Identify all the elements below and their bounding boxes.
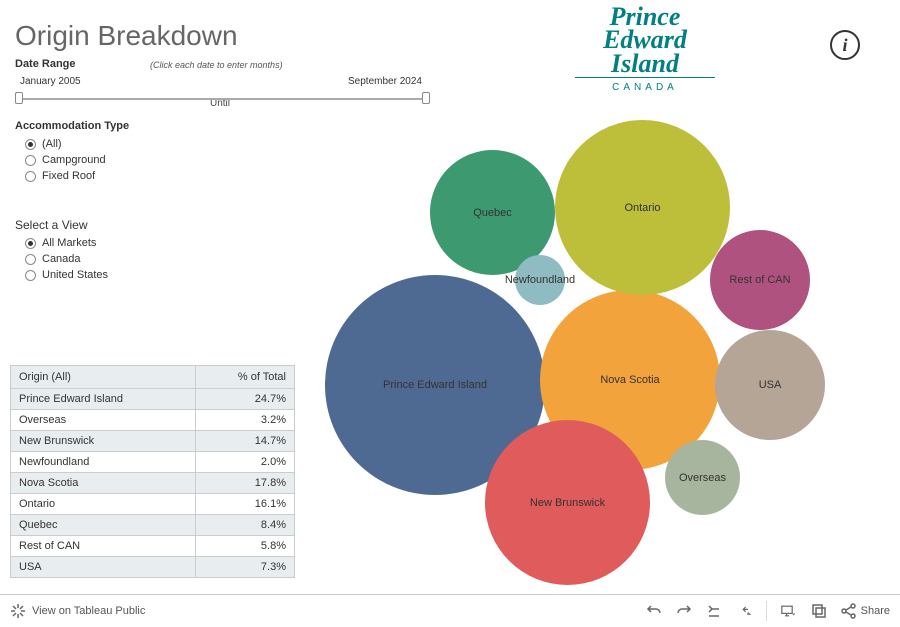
accommodation-radio-2[interactable] xyxy=(25,171,36,182)
table-header-origin: Origin (All) xyxy=(11,366,196,389)
undo-icon[interactable] xyxy=(646,603,662,619)
bubble-usa[interactable]: USA xyxy=(715,330,825,440)
bubble-new-brunswick[interactable]: New Brunswick xyxy=(485,420,650,585)
table-row[interactable]: Newfoundland2.0% xyxy=(11,452,295,473)
present-icon[interactable] xyxy=(781,603,797,619)
bubble-ontario[interactable]: Ontario xyxy=(555,120,730,295)
separator xyxy=(766,601,767,621)
table-cell-origin: Nova Scotia xyxy=(11,473,196,494)
view-radio-1[interactable] xyxy=(25,254,36,265)
table-cell-pct: 5.8% xyxy=(195,536,294,557)
accommodation-option-1[interactable]: Campground xyxy=(25,154,106,166)
date-range-label: Date Range xyxy=(15,58,76,70)
table-row[interactable]: USA7.3% xyxy=(11,557,295,578)
accommodation-radio-1[interactable] xyxy=(25,155,36,166)
table-cell-origin: Quebec xyxy=(11,515,196,536)
table-cell-origin: New Brunswick xyxy=(11,431,196,452)
refresh-icon[interactable] xyxy=(736,603,752,619)
table-row[interactable]: New Brunswick14.7% xyxy=(11,431,295,452)
view-radio-0[interactable] xyxy=(25,238,36,249)
table-cell-origin: USA xyxy=(11,557,196,578)
redo-icon[interactable] xyxy=(676,603,692,619)
download-icon[interactable] xyxy=(811,603,827,619)
table-cell-origin: Ontario xyxy=(11,494,196,515)
view-tableau-label: View on Tableau Public xyxy=(32,605,145,617)
table-row[interactable]: Prince Edward Island24.7% xyxy=(11,389,295,410)
slider-handle-start[interactable] xyxy=(15,92,23,104)
table-row[interactable]: Nova Scotia17.8% xyxy=(11,473,295,494)
table-cell-pct: 3.2% xyxy=(195,410,294,431)
view-option-2[interactable]: United States xyxy=(25,269,108,281)
view-label-1: Canada xyxy=(42,253,81,265)
table-header-pct: % of Total xyxy=(195,366,294,389)
tableau-icon xyxy=(10,603,26,619)
table-row[interactable]: Overseas3.2% xyxy=(11,410,295,431)
table-cell-pct: 24.7% xyxy=(195,389,294,410)
accommodation-label: Accommodation Type xyxy=(15,120,129,132)
info-icon[interactable]: i xyxy=(830,30,860,60)
table-row[interactable]: Quebec8.4% xyxy=(11,515,295,536)
view-label-2: United States xyxy=(42,269,108,281)
table-cell-pct: 14.7% xyxy=(195,431,294,452)
table-row[interactable]: Ontario16.1% xyxy=(11,494,295,515)
share-label: Share xyxy=(861,605,890,617)
view-option-1[interactable]: Canada xyxy=(25,253,108,265)
logo-line3: Island xyxy=(560,52,730,75)
accommodation-group: (All) Campground Fixed Roof xyxy=(25,138,106,186)
date-start[interactable]: January 2005 xyxy=(20,76,81,87)
share-icon xyxy=(841,603,857,619)
bubble-newfoundland[interactable]: Newfoundland xyxy=(515,255,565,305)
table-cell-pct: 17.8% xyxy=(195,473,294,494)
table-cell-pct: 8.4% xyxy=(195,515,294,536)
table-cell-pct: 16.1% xyxy=(195,494,294,515)
page-title: Origin Breakdown xyxy=(15,20,238,52)
view-radio-2[interactable] xyxy=(25,270,36,281)
accommodation-label-1: Campground xyxy=(42,154,106,166)
view-label: Select a View xyxy=(15,218,88,232)
logo-sub: CANADA xyxy=(560,82,730,93)
bubble-overseas[interactable]: Overseas xyxy=(665,440,740,515)
tableau-toolbar: View on Tableau Public Share xyxy=(0,594,900,627)
accommodation-option-0[interactable]: (All) xyxy=(25,138,106,150)
share-button[interactable]: Share xyxy=(841,603,890,619)
origin-table: Origin (All) % of Total Prince Edward Is… xyxy=(10,365,295,578)
table-cell-pct: 7.3% xyxy=(195,557,294,578)
pei-logo: Prince Edward Island CANADA xyxy=(560,5,730,93)
view-option-0[interactable]: All Markets xyxy=(25,237,108,249)
table-row[interactable]: Rest of CAN5.8% xyxy=(11,536,295,557)
date-range-hint: (Click each date to enter months) xyxy=(150,60,283,70)
accommodation-option-2[interactable]: Fixed Roof xyxy=(25,170,106,182)
date-end[interactable]: September 2024 xyxy=(348,76,422,87)
bubble-rest-of-can[interactable]: Rest of CAN xyxy=(710,230,810,330)
view-group: All Markets Canada United States xyxy=(25,237,108,285)
view-label-0: All Markets xyxy=(42,237,96,249)
accommodation-radio-0[interactable] xyxy=(25,139,36,150)
replay-icon[interactable] xyxy=(706,603,722,619)
table-cell-pct: 2.0% xyxy=(195,452,294,473)
view-tableau-public-button[interactable]: View on Tableau Public xyxy=(10,603,145,619)
table-cell-origin: Prince Edward Island xyxy=(11,389,196,410)
bubble-chart: Prince Edward IslandNova ScotiaOntarioNe… xyxy=(320,100,880,580)
table-cell-origin: Rest of CAN xyxy=(11,536,196,557)
table-cell-origin: Overseas xyxy=(11,410,196,431)
accommodation-label-2: Fixed Roof xyxy=(42,170,95,182)
table-cell-origin: Newfoundland xyxy=(11,452,196,473)
accommodation-label-0: (All) xyxy=(42,138,62,150)
